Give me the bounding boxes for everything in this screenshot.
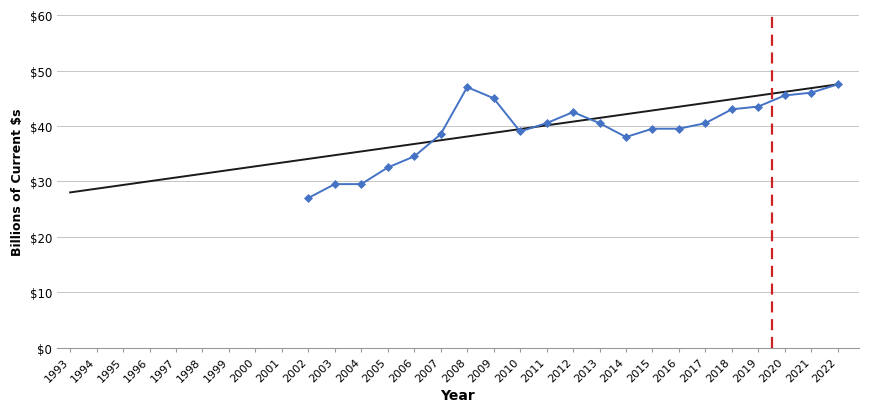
X-axis label: Year: Year (440, 388, 474, 402)
Y-axis label: Billions of Current $s: Billions of Current $s (11, 108, 24, 256)
